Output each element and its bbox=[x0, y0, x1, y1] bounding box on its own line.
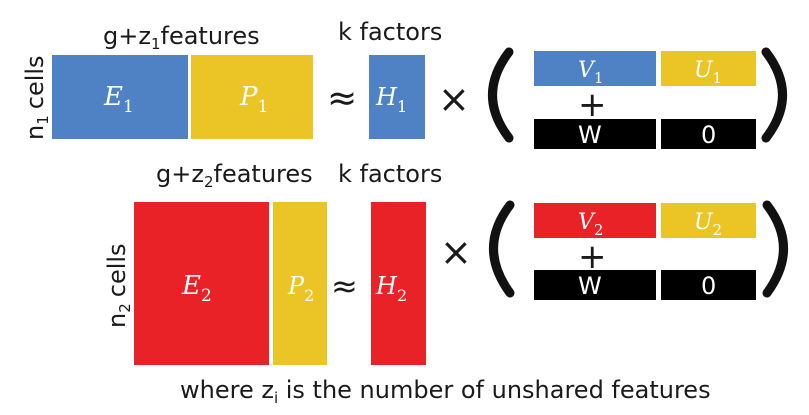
row2-features-label: g+z2features bbox=[156, 160, 313, 191]
p2-label: P2 bbox=[287, 272, 314, 305]
row-1: g+z1features k factors n1cells E1 P1 ≈ H… bbox=[21, 18, 787, 149]
h2-label: H2 bbox=[375, 272, 407, 305]
row1-approx-symbol: ≈ bbox=[327, 78, 357, 119]
row1-left-paren bbox=[488, 47, 514, 143]
p2-matrix bbox=[273, 202, 327, 365]
row2-approx-symbol: ≈ bbox=[331, 267, 358, 305]
e2-matrix bbox=[134, 202, 269, 365]
w-label-row1: W bbox=[578, 121, 602, 149]
footnote: where zi is the number of unshared featu… bbox=[180, 376, 711, 407]
h1-matrix bbox=[369, 55, 425, 139]
h1-label: H1 bbox=[375, 83, 407, 116]
v1-label: V1 bbox=[578, 58, 603, 87]
u2-matrix bbox=[661, 203, 756, 238]
zero-matrix-row2 bbox=[661, 270, 756, 300]
p1-label: P1 bbox=[239, 82, 268, 117]
u1-label: U1 bbox=[694, 58, 722, 87]
row2-left-paren bbox=[489, 200, 515, 298]
row1-right-paren bbox=[761, 47, 787, 143]
row1-features-label: g+z1features bbox=[103, 22, 260, 53]
row1-times-symbol: × bbox=[438, 77, 470, 121]
p1-matrix bbox=[191, 55, 313, 139]
w-matrix-row2 bbox=[534, 270, 656, 300]
e1-label: E1 bbox=[103, 82, 134, 117]
v2-matrix bbox=[534, 203, 656, 238]
row1-factors-label: k factors bbox=[338, 18, 442, 46]
u1-matrix bbox=[661, 51, 756, 86]
row2-times-symbol: × bbox=[440, 230, 472, 274]
u2-label: U2 bbox=[694, 210, 722, 239]
e1-matrix bbox=[52, 55, 188, 139]
row2-factors-label: k factors bbox=[338, 160, 442, 188]
row-2: g+z2features k factors n2cells E2 P2 ≈ H… bbox=[103, 160, 788, 365]
row1-cells-label: n1cells bbox=[21, 55, 52, 140]
e2-label: E2 bbox=[181, 271, 212, 306]
w-label-row2: W bbox=[578, 272, 602, 300]
h2-matrix bbox=[371, 202, 426, 365]
zero-matrix-row1 bbox=[661, 119, 756, 149]
row1-plus-symbol: + bbox=[578, 85, 607, 125]
zero-label-row2: 0 bbox=[701, 272, 716, 300]
zero-label-row1: 0 bbox=[701, 121, 716, 149]
v1-matrix bbox=[534, 51, 656, 86]
v2-label: V2 bbox=[578, 210, 603, 239]
row2-cells-label: n2cells bbox=[103, 243, 134, 328]
w-matrix-row1 bbox=[534, 119, 656, 149]
row2-right-paren bbox=[762, 200, 788, 298]
